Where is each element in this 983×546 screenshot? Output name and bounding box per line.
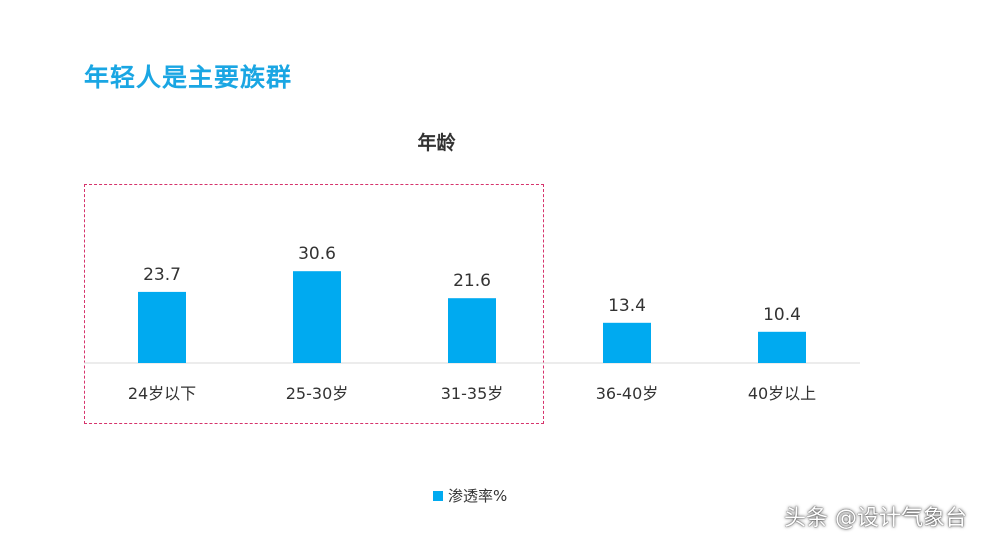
bar [758,331,806,363]
x-tick-label: 40岁以上 [748,384,816,403]
chart-legend: 渗透率% [433,485,507,506]
bar [448,298,496,363]
x-tick-label: 25-30岁 [286,384,349,403]
bar [603,322,651,363]
chart-title: 年龄 [417,132,456,154]
data-label: 23.7 [143,265,181,285]
legend-label: 渗透率% [448,487,508,505]
slide-title: 年轻人是主要族群 [84,63,293,92]
data-label: 10.4 [763,305,801,325]
x-tick-label: 36-40岁 [596,384,659,403]
watermark: 头条 @设计气象台 [784,506,967,531]
data-label: 21.6 [453,271,491,291]
bar [138,291,186,363]
legend-swatch [433,490,443,501]
data-label: 13.4 [608,296,646,316]
x-tick-label: 24岁以下 [128,384,196,403]
x-tick-label: 31-35岁 [441,384,504,403]
data-label: 30.6 [298,244,336,264]
bar [293,271,341,363]
highlight-dashed-box [84,184,544,424]
